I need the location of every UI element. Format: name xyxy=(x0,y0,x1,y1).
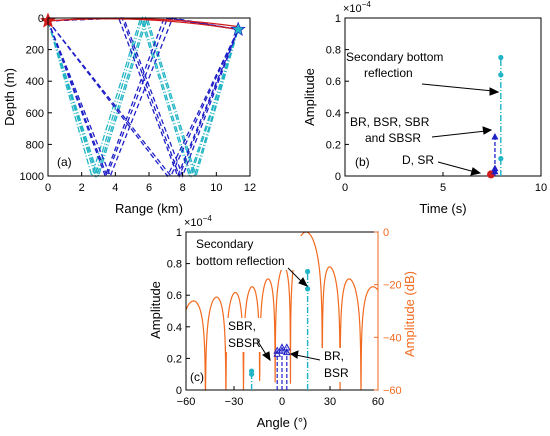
x-tick-label: 60 xyxy=(372,396,384,408)
x-tick-label: 30 xyxy=(324,396,336,408)
panel-a-rays xyxy=(40,12,246,179)
x-tick-label: −60 xyxy=(177,396,196,408)
panel-a: 0 2 4 6 8 10 12 0 200 400 600 800 1000 Range (km) De… xyxy=(2,12,257,216)
stem-marker-br xyxy=(491,167,499,175)
panel-c-ylabel: Amplitude xyxy=(148,281,163,339)
panel-b-marks xyxy=(487,54,504,179)
panel-a-ticks: 0 2 4 6 8 10 12 0 200 400 600 800 1000 xyxy=(20,13,257,194)
y-tick-label: 1000 xyxy=(20,171,44,183)
panel-c-annotation-secondary: Secondary bottom reflection xyxy=(192,236,304,270)
panel-b-annotation-br: BR, BSR, SBR and SBSR xyxy=(350,115,430,145)
ray-path-bottom_surface xyxy=(47,17,239,178)
panel-c-arrows xyxy=(256,267,321,362)
panel-c-xlabel: Angle (°) xyxy=(257,415,308,430)
ray-path-direct_surface xyxy=(47,17,239,28)
y-right-tick-label: −60 xyxy=(383,385,402,397)
panel-c-ylabel-right: Amplitude (dB) xyxy=(402,271,417,357)
panel-c-marks xyxy=(249,268,311,390)
ray-path-bottom_surface xyxy=(47,20,239,178)
y-tick-label: 0 xyxy=(176,385,182,397)
svg-text:and SBSR: and SBSR xyxy=(365,131,421,145)
y-tick-label: 1 xyxy=(176,227,182,239)
y-tick-label: 0.8 xyxy=(326,45,341,57)
x-tick-label: 6 xyxy=(146,182,152,194)
y-right-tick-label: 0 xyxy=(383,227,389,239)
panel-b-annotation-d: D, SR xyxy=(402,153,434,167)
panel-c-annotation-sbr: SBR, SBSR xyxy=(226,318,266,352)
panel-a-xlabel: Range (km) xyxy=(115,201,183,216)
svg-text:SBSR: SBSR xyxy=(228,336,261,350)
y-tick-label: 600 xyxy=(26,108,44,120)
panel-b-label: (b) xyxy=(355,155,370,169)
stem-marker-secondary xyxy=(498,72,504,78)
panel-a-ylabel: Depth (m) xyxy=(2,68,17,126)
ray-path-secondary_bottom xyxy=(47,15,239,179)
y-right-tick-label: −40 xyxy=(383,332,402,344)
panel-b-ylabel: Amplitude xyxy=(302,68,317,126)
svg-text:BR, BSR, SBR: BR, BSR, SBR xyxy=(350,115,430,129)
svg-text:D, SR: D, SR xyxy=(402,153,434,167)
stem-marker-secondary xyxy=(498,156,504,162)
panel-b-arrows xyxy=(421,83,500,176)
x-tick-label: 5 xyxy=(440,182,446,194)
y-tick-label: 0.4 xyxy=(167,322,182,334)
x-tick-label: 0 xyxy=(45,182,51,194)
panel-b-frame xyxy=(344,17,542,177)
svg-text:Secondary: Secondary xyxy=(196,237,253,251)
y-tick-label: 0 xyxy=(38,13,44,25)
y-tick-label: 400 xyxy=(26,76,44,88)
y-tick-label: 0 xyxy=(335,171,341,183)
ray-path-bottom_surface xyxy=(47,17,239,178)
panel-b-xlabel: Time (s) xyxy=(419,201,466,216)
panel-b: 0 5 10 0 0.2 0.4 0.6 0.8 1 ×10−4 Time (s) Amplit… xyxy=(302,0,547,216)
angle-marker-secondary xyxy=(305,286,311,292)
y-tick-label: 0.6 xyxy=(167,290,182,302)
panel-b-annotation-secondary: Secondary bottom reflection xyxy=(346,50,443,80)
y-tick-label: 1 xyxy=(335,13,341,25)
panel-c-ticks: −60 −30 0 30 60 0 0.2 0.4 0.6 0.8 1 −60 −40 −20 0 xyxy=(167,227,402,408)
x-tick-label: 2 xyxy=(79,182,85,194)
y-tick-label: 0.6 xyxy=(326,76,341,88)
svg-text:Secondary bottom: Secondary bottom xyxy=(346,50,443,64)
stem-marker-br xyxy=(491,133,499,140)
stem-marker-secondary xyxy=(498,54,504,61)
angle-marker-br xyxy=(278,343,286,351)
y-right-tick-label: −20 xyxy=(383,280,402,292)
panel-c-exponent: ×10−4 xyxy=(184,214,212,229)
x-tick-label: 12 xyxy=(244,182,256,194)
x-tick-label: −30 xyxy=(225,396,244,408)
svg-text:BSR: BSR xyxy=(324,366,349,380)
x-tick-label: 0 xyxy=(279,396,285,408)
panel-c-label: (c) xyxy=(190,370,204,384)
panel-a-label: (a) xyxy=(57,155,72,169)
y-tick-label: 0.2 xyxy=(326,139,341,151)
panel-c-annotation-br: BR, BSR xyxy=(320,348,358,382)
svg-text:BR,: BR, xyxy=(324,349,344,363)
y-tick-label: 0.8 xyxy=(167,259,182,271)
panel-c: −60 −30 0 30 60 0 0.2 0.4 0.6 0.8 1 −60 −40 −20 0 ×10−… xyxy=(148,214,417,430)
angle-marker-secondary xyxy=(305,268,311,275)
svg-text:reflection: reflection xyxy=(364,66,413,80)
ray-path-bottom_surface xyxy=(47,17,239,178)
receiver-star-icon xyxy=(230,21,246,36)
x-tick-label: 10 xyxy=(535,182,547,194)
x-tick-label: 4 xyxy=(112,182,118,194)
panel-b-exponent: ×10−4 xyxy=(343,0,371,15)
x-tick-label: 10 xyxy=(210,182,222,194)
x-tick-label: 0 xyxy=(342,182,348,194)
svg-text:SBR,: SBR, xyxy=(228,319,256,333)
y-tick-label: 800 xyxy=(26,139,44,151)
panel-b-ticks: 0 5 10 0 0.2 0.4 0.6 0.8 1 xyxy=(326,13,547,194)
x-tick-label: 8 xyxy=(180,182,186,194)
svg-text:bottom reflection: bottom reflection xyxy=(196,254,285,268)
y-tick-label: 0.2 xyxy=(167,353,182,365)
y-tick-label: 0.4 xyxy=(326,108,341,120)
y-tick-label: 200 xyxy=(26,45,44,57)
angle-marker-secondary xyxy=(249,371,255,377)
ray-path-bottom_surface xyxy=(47,17,239,178)
angle-marker-br xyxy=(282,348,291,356)
ray-path-secondary_bottom xyxy=(47,15,239,179)
